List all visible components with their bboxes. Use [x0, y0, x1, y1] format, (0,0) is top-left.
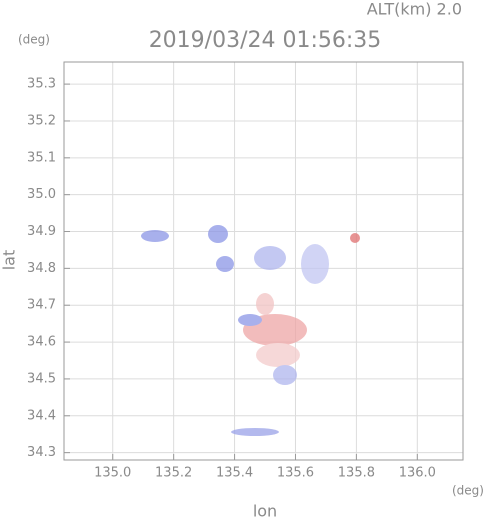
echo: [256, 343, 300, 367]
x-axis-label: lon: [253, 502, 277, 521]
y-tick-label: 34.4: [27, 408, 56, 423]
chart-title: 2019/03/24 01:56:35: [149, 28, 382, 53]
plot-frame: [63, 61, 464, 461]
echo: [231, 428, 279, 436]
y-tick-label: 35.0: [27, 187, 56, 202]
y-tick-label: 35.1: [27, 150, 56, 165]
y-tick-label: 35.2: [27, 113, 56, 128]
x-tick-label: 135.0: [94, 466, 131, 481]
x-tick-label: 135.2: [155, 466, 192, 481]
altitude-label: ALT(km) 2.0: [367, 0, 462, 19]
echo: [208, 225, 228, 243]
x-tick-label: 135.4: [216, 466, 253, 481]
echo: [216, 256, 234, 272]
echo: [141, 230, 169, 242]
x-tick-label: 135.6: [277, 466, 314, 481]
echo: [273, 365, 297, 385]
x-tick-label: 136.0: [399, 466, 436, 481]
echo: [254, 246, 286, 270]
y-tick-label: 34.9: [27, 224, 56, 239]
y-tick-label: 35.3: [27, 77, 56, 92]
echo: [301, 244, 329, 284]
y-tick-label: 34.7: [27, 298, 56, 313]
y-axis-label: lat: [0, 250, 19, 271]
echo: [350, 233, 360, 243]
echo-field: [141, 225, 360, 436]
echo: [256, 293, 274, 315]
grid: [64, 62, 463, 460]
y-tick-label: 34.3: [27, 445, 56, 460]
echo: [238, 314, 262, 326]
y-unit: (deg): [18, 33, 50, 47]
x-unit: (deg): [452, 484, 484, 498]
y-tick-label: 34.6: [27, 335, 56, 350]
y-tick-label: 34.8: [27, 261, 56, 276]
x-tick-label: 135.8: [338, 466, 375, 481]
y-tick-label: 34.5: [27, 371, 56, 386]
